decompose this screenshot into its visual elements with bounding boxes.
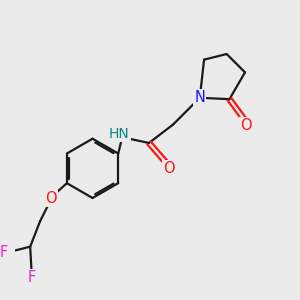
Text: N: N [194,90,205,105]
Text: O: O [241,118,252,133]
Text: F: F [0,245,8,260]
Text: O: O [163,161,175,176]
Text: O: O [46,191,57,206]
Text: HN: HN [109,127,130,141]
Text: F: F [28,270,36,285]
